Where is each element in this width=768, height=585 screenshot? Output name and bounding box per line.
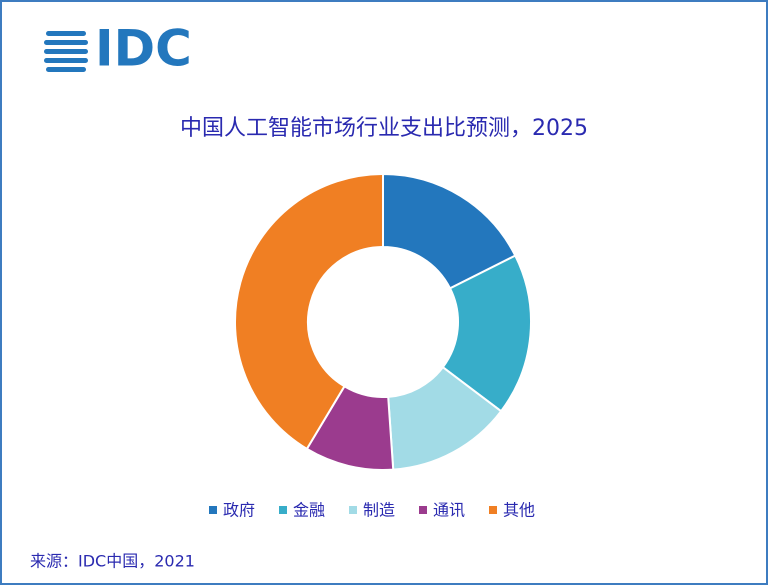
legend-swatch xyxy=(489,506,497,514)
logo-bars xyxy=(44,31,88,72)
source: 来源：IDC中国，2021 xyxy=(30,552,195,571)
logo-text: IDC xyxy=(95,20,192,78)
donut xyxy=(234,172,532,471)
legend: 政府 金融 制造 通讯 其他 xyxy=(209,501,535,520)
legend-label: 政府 xyxy=(223,501,255,520)
chart-title: 中国人工智能市场行业支出比预测，2025 xyxy=(180,116,588,141)
legend-label: 其他 xyxy=(503,501,535,520)
legend-swatch xyxy=(209,506,217,514)
slice xyxy=(234,172,384,451)
legend-label: 制造 xyxy=(363,501,395,520)
slice xyxy=(382,172,517,290)
legend-label: 金融 xyxy=(293,501,325,520)
slice xyxy=(441,254,532,413)
legend-swatch xyxy=(419,506,427,514)
legend-swatch xyxy=(279,506,287,514)
legend-swatch xyxy=(349,506,357,514)
legend-label: 通讯 xyxy=(433,501,465,520)
